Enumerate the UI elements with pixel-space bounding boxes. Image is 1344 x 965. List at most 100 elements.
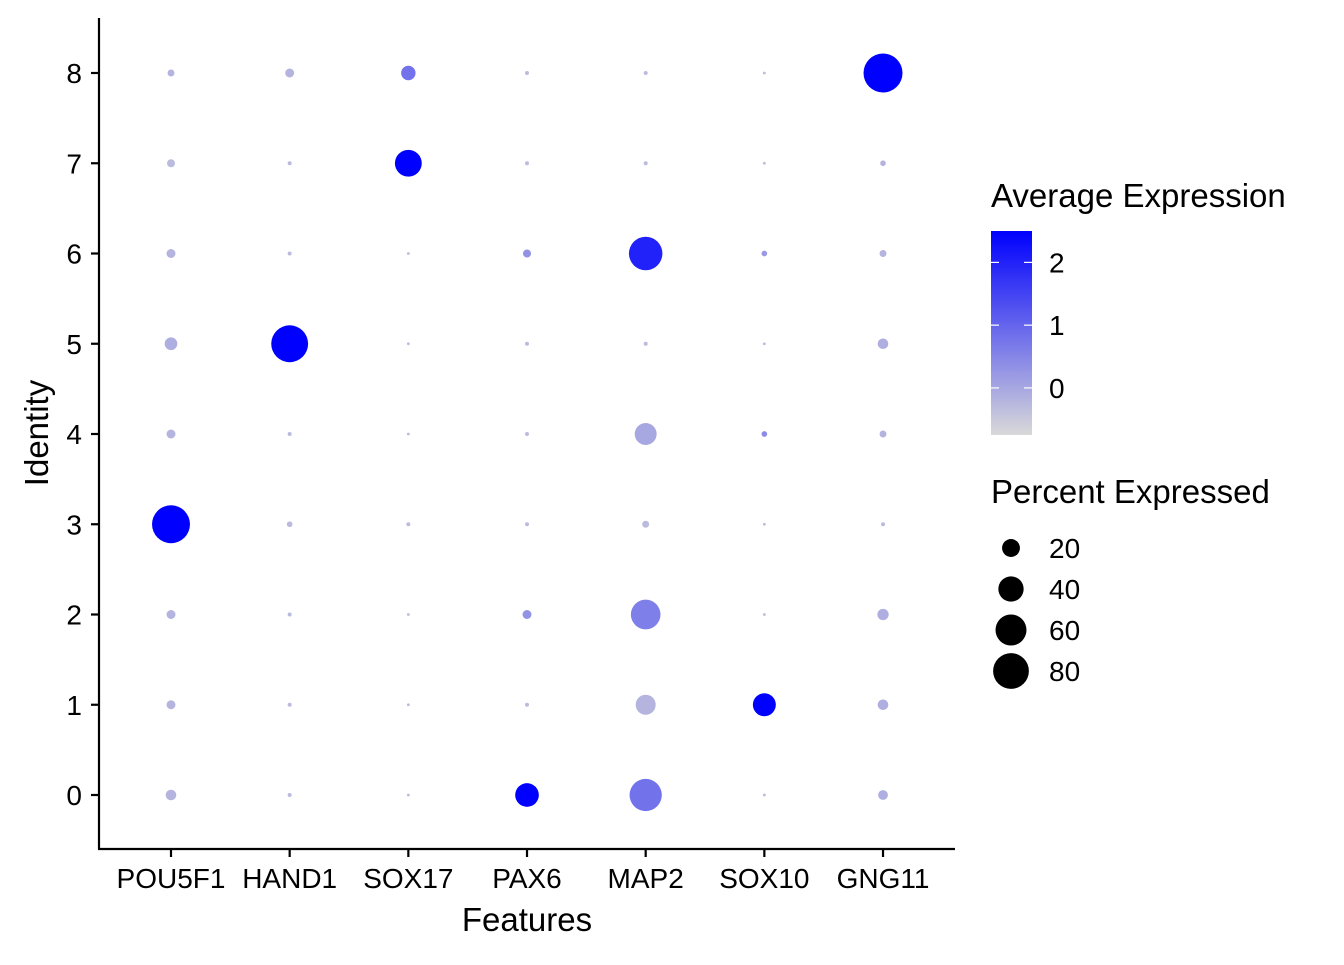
- x-tick-label: PAX6: [492, 863, 562, 894]
- size-legend-title: Percent Expressed: [991, 473, 1270, 510]
- dot-gng11-8: [863, 53, 903, 93]
- dot-gng11-2: [877, 608, 889, 621]
- plot-area: 0 1 2 3 4 5 6 7 8 POU5F1 HAND1 SOX17 PAX6 MAP2 SOX10 G…: [66, 18, 955, 894]
- x-tick-label: GNG11: [837, 863, 930, 894]
- dot-sox17-3: [406, 522, 411, 527]
- y-tick-label: 3: [66, 509, 82, 540]
- dot-pou5f1-2: [166, 610, 176, 619]
- dot-pou5f1-1: [166, 700, 176, 710]
- points-layer: [152, 53, 903, 812]
- dot-sox10-2: [762, 613, 766, 616]
- x-tick-label: POU5F1: [117, 863, 226, 894]
- dot-gng11-6: [879, 250, 887, 257]
- color-tick-label: 0: [1049, 373, 1065, 404]
- y-axis-title: Identity: [18, 379, 55, 486]
- dot-pax6-5: [525, 341, 530, 346]
- dot-sox10-0: [762, 793, 766, 797]
- size-legend: Percent Expressed 20 40 60 80: [991, 473, 1270, 689]
- size-legend-label: 40: [1049, 574, 1080, 605]
- dot-sox10-3: [762, 522, 766, 526]
- dot-sox17-8: [401, 65, 416, 81]
- dot-gng11-3: [881, 522, 886, 527]
- dot-pax6-8: [525, 71, 530, 75]
- dot-pou5f1-3: [152, 505, 190, 544]
- dot-sox17-2: [406, 613, 410, 616]
- dot-gng11-7: [880, 160, 886, 167]
- size-legend-dot: [1002, 539, 1020, 557]
- dot-sox17-5: [406, 342, 410, 346]
- dot-pou5f1-5: [164, 337, 178, 351]
- dot-sox10-5: [762, 342, 766, 346]
- y-tick-label: 6: [66, 239, 82, 270]
- dot-gng11-4: [879, 430, 887, 438]
- dot-hand1-3: [286, 521, 293, 528]
- dot-pou5f1-6: [166, 249, 176, 258]
- dot-gng11-0: [878, 790, 888, 800]
- dot-pou5f1-0: [165, 789, 177, 801]
- dot-pax6-3: [525, 522, 530, 527]
- y-tick-label: 2: [66, 600, 82, 631]
- x-axis-ticks: POU5F1 HAND1 SOX17 PAX6 MAP2 SOX10 GNG11: [117, 849, 930, 894]
- color-legend-ticks: 0 1 2: [991, 247, 1065, 404]
- size-legend-dot: [995, 614, 1027, 646]
- size-legend-items: 20 40 60 80: [993, 533, 1080, 689]
- x-tick-label: HAND1: [242, 863, 337, 894]
- size-legend-label: 60: [1049, 615, 1080, 646]
- dot-pax6-2: [522, 610, 532, 619]
- dot-sox17-6: [406, 252, 410, 255]
- size-legend-label: 20: [1049, 533, 1080, 564]
- y-tick-label: 4: [66, 419, 82, 450]
- dot-sox10-7: [762, 161, 766, 165]
- x-tick-label: SOX17: [363, 863, 453, 894]
- dot-sox17-7: [394, 149, 422, 177]
- x-tick-label: SOX10: [719, 863, 809, 894]
- dot-pax6-1: [525, 702, 530, 707]
- dot-sox10-8: [762, 71, 766, 75]
- dot-pou5f1-8: [167, 69, 175, 77]
- dot-gng11-1: [877, 699, 889, 711]
- dot-sox10-4: [761, 431, 768, 437]
- dot-map2-3: [642, 520, 650, 528]
- y-axis-ticks: 0 1 2 3 4 5 6 7 8: [66, 58, 99, 811]
- dot-hand1-6: [287, 251, 292, 256]
- dot-map2-7: [643, 161, 648, 166]
- dot-pax6-6: [523, 249, 532, 258]
- y-tick-label: 8: [66, 58, 82, 89]
- size-legend-dot: [998, 576, 1024, 602]
- dot-pou5f1-7: [167, 159, 175, 168]
- dot-sox17-0: [406, 793, 410, 797]
- dot-map2-2: [630, 599, 661, 630]
- dot-hand1-2: [287, 612, 292, 617]
- dot-hand1-8: [285, 68, 295, 78]
- dot-hand1-0: [287, 793, 292, 797]
- y-tick-label: 1: [66, 690, 82, 721]
- color-tick-label: 1: [1049, 310, 1065, 341]
- dot-map2-6: [628, 236, 663, 271]
- color-legend: Average Expression 0 1 2: [991, 177, 1286, 435]
- color-legend-title: Average Expression: [991, 177, 1286, 214]
- dot-map2-0: [629, 778, 662, 812]
- x-tick-label: MAP2: [608, 863, 684, 894]
- dot-sox10-1: [752, 693, 776, 717]
- dot-hand1-4: [287, 432, 292, 436]
- dot-sox10-6: [761, 250, 768, 257]
- dot-pax6-4: [525, 432, 530, 436]
- dot-hand1-1: [287, 702, 292, 707]
- color-legend-bar: [991, 231, 1032, 435]
- dot-pou5f1-4: [166, 429, 176, 439]
- size-legend-label: 80: [1049, 656, 1080, 687]
- color-tick-label: 2: [1049, 247, 1065, 278]
- dot-sox17-1: [406, 703, 410, 707]
- dot-hand1-5: [271, 325, 309, 363]
- y-tick-label: 5: [66, 329, 82, 360]
- dot-map2-4: [634, 423, 657, 445]
- size-legend-dot: [993, 653, 1029, 689]
- dot-hand1-7: [287, 161, 292, 166]
- dot-pax6-7: [525, 161, 530, 166]
- dot-map2-8: [643, 71, 648, 75]
- dot-gng11-5: [877, 338, 889, 350]
- y-tick-label: 7: [66, 148, 82, 179]
- y-tick-label: 0: [66, 780, 82, 811]
- x-axis-title: Features: [462, 901, 592, 938]
